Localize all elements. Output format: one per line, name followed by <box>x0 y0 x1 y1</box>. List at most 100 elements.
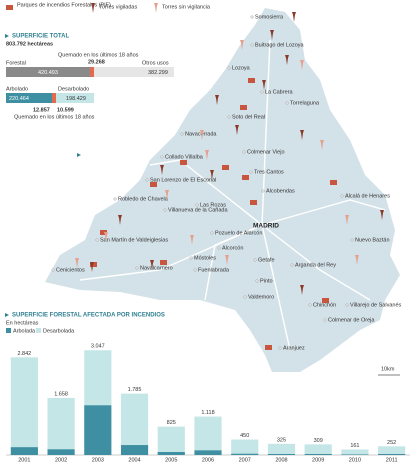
town-label: Móstoles <box>194 255 216 261</box>
roads <box>79 39 386 351</box>
town-dot <box>160 155 164 159</box>
unguarded-tower-icon <box>104 232 108 242</box>
bullet <box>5 313 9 317</box>
town-label: Chinchón <box>313 302 336 308</box>
wooded-value: 220.464 <box>9 96 29 102</box>
forest-bar <box>6 67 90 77</box>
town-label: Getafe <box>258 257 275 263</box>
legend-swatch <box>6 328 11 333</box>
bar-segment <box>231 453 259 455</box>
chart-title: SUPERFICIE FORESTAL AFECTADA POR INCENDI… <box>12 313 165 319</box>
town-label: Alcorcón <box>222 245 243 251</box>
fire-park-icon <box>322 298 329 303</box>
total-label: 161 <box>350 443 359 449</box>
town-dot <box>51 268 55 272</box>
total-label: 252 <box>387 440 396 446</box>
total-value: 803.792 hectáreas <box>6 41 53 47</box>
other-label: Otros usos <box>142 60 169 66</box>
town-label: Valdemoro <box>248 294 274 300</box>
bar-segment <box>120 393 149 446</box>
town-dot <box>250 43 254 47</box>
legend-label: Desarbolada <box>43 328 75 334</box>
town-dot <box>250 15 254 19</box>
other-bar <box>94 67 174 77</box>
bar-segment <box>194 416 222 451</box>
unguarded-tower-icon <box>225 255 229 265</box>
town-dot <box>217 246 221 250</box>
x-tick-label: 2007 <box>239 457 251 463</box>
total-label: 1.785 <box>128 387 142 393</box>
guarded-tower-icon <box>90 262 94 272</box>
legend-label: Torres sin vigilancia <box>162 4 211 10</box>
bar-segment <box>304 444 332 454</box>
town-dot <box>285 101 289 105</box>
town-label: Las Rozas <box>200 202 226 208</box>
guarded-tower-icon <box>235 125 239 135</box>
bar-segment <box>304 453 332 455</box>
town-label: Robledo de Chavela <box>118 196 169 202</box>
forest-label: Forestal <box>6 60 26 66</box>
fire-park-icon <box>222 165 229 170</box>
treeless-value: 198.429 <box>66 96 86 102</box>
unguarded-tower-icon <box>154 3 158 13</box>
fire-park-icon <box>265 345 272 350</box>
town-dot <box>113 197 117 201</box>
x-tick-label: 2009 <box>312 457 324 463</box>
total-label: 2.842 <box>17 351 31 357</box>
x-tick-label: 2011 <box>386 457 398 463</box>
town-dot <box>163 208 167 212</box>
bar-segment <box>341 449 369 455</box>
town-label: Villanueva de la Cañada <box>168 207 228 213</box>
total-label: 1.118 <box>201 410 214 416</box>
guarded-tower-icon <box>300 130 304 140</box>
town-label: San Martín de Valdeiglesias <box>100 237 168 243</box>
town-dot <box>210 231 214 235</box>
x-tick-label: 2004 <box>128 457 140 463</box>
forest-value: 420.493 <box>38 70 58 76</box>
town-label: Fuenlabrada <box>198 267 230 273</box>
town-dot <box>145 178 149 182</box>
fire-park-icon <box>90 262 97 267</box>
total-label: 3.047 <box>91 344 105 350</box>
burned-wooded-bar <box>52 93 56 103</box>
legend-label: Torres vigiladas <box>99 4 137 10</box>
town-label: Colmenar de Oreja <box>328 317 375 323</box>
town-dot <box>242 150 246 154</box>
town-label: Torrelaguna <box>290 100 320 106</box>
town-dot <box>227 66 231 70</box>
town-dot <box>350 238 354 242</box>
burned-note: Quemado en los últimos 18 años <box>58 52 139 58</box>
fire-park-icon <box>242 175 249 180</box>
x-tick-label: 2008 <box>275 457 287 463</box>
unguarded-tower-icon <box>240 40 244 50</box>
town-dot <box>340 194 344 198</box>
burned-bar <box>90 67 94 77</box>
town-label: Somosierra <box>255 14 284 20</box>
bar-segment <box>120 445 149 455</box>
unguarded-tower-icon <box>75 258 79 268</box>
bar-segment <box>10 447 38 455</box>
fire-park-icon <box>240 105 247 110</box>
guarded-tower-icon <box>380 210 384 220</box>
town-dot <box>193 268 197 272</box>
wooded-label: Arbolado <box>6 86 28 92</box>
unguarded-tower-icon <box>300 60 304 70</box>
bar-segment <box>378 446 406 454</box>
town-label: Arganda del Rey <box>295 262 336 268</box>
other-value: 382.299 <box>148 70 168 76</box>
bar-segment <box>231 439 259 454</box>
unguarded-tower-icon <box>355 255 359 265</box>
legend-label: Parques de incendios Forestales (PIF) <box>17 2 111 8</box>
treeless-bar <box>56 93 94 103</box>
burned-treeless: 10.599 <box>57 107 74 113</box>
fire-park-icon <box>180 160 187 165</box>
fire-park-icon <box>250 200 257 205</box>
scale-label: 10km <box>381 366 395 372</box>
total-label: 825 <box>167 420 176 426</box>
town-label: Pinto <box>260 278 273 284</box>
town-dot <box>308 303 312 307</box>
town-label: Buitrago del Lozoya <box>255 42 305 48</box>
chart-subtitle: En hectáreas <box>6 320 39 326</box>
guarded-tower-icon <box>300 285 304 295</box>
